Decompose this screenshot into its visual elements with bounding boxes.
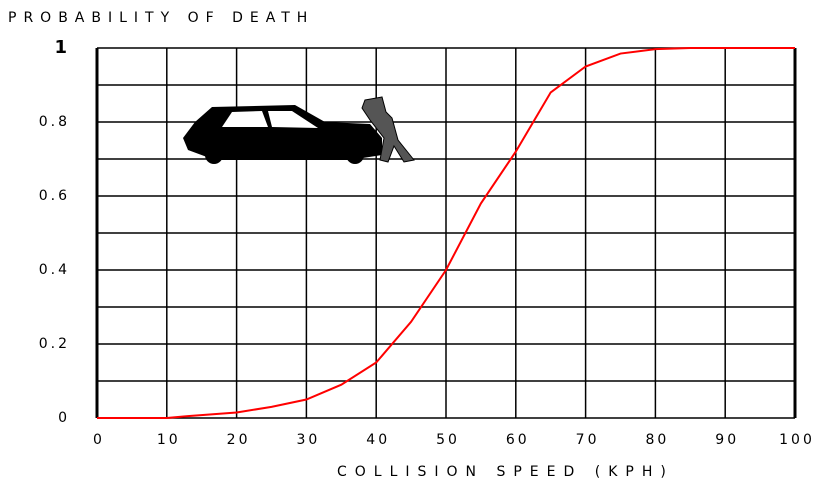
x-tick-label: 90: [715, 432, 739, 448]
x-tick-label: 100: [779, 432, 815, 448]
x-tick-label: 0: [93, 432, 105, 448]
x-tick-label: 50: [436, 432, 460, 448]
x-tick-label: 40: [366, 432, 390, 448]
x-axis-label: COLLISION SPEED (KPH): [337, 464, 674, 480]
grid: [97, 48, 795, 418]
x-tick-label: 30: [296, 432, 320, 448]
x-tick-label: 70: [576, 432, 600, 448]
x-tick-label: 80: [645, 432, 669, 448]
y-tick-label: 0.4: [39, 262, 70, 278]
x-tick-label: 10: [157, 432, 181, 448]
chart: PROBABILITY OF DEATH COLLISION SPEED (KP…: [0, 0, 815, 486]
y-tick-label: 0.8: [39, 114, 70, 130]
x-tick-label: 60: [506, 432, 530, 448]
y-tick-label: 1: [54, 37, 70, 58]
y-tick-label: 0.6: [39, 188, 70, 204]
y-tick-label: 0.2: [39, 336, 70, 352]
car-icon: [183, 97, 414, 164]
y-tick-label: 0: [58, 410, 70, 426]
x-tick-label: 20: [227, 432, 251, 448]
chart-title: PROBABILITY OF DEATH: [8, 10, 314, 26]
